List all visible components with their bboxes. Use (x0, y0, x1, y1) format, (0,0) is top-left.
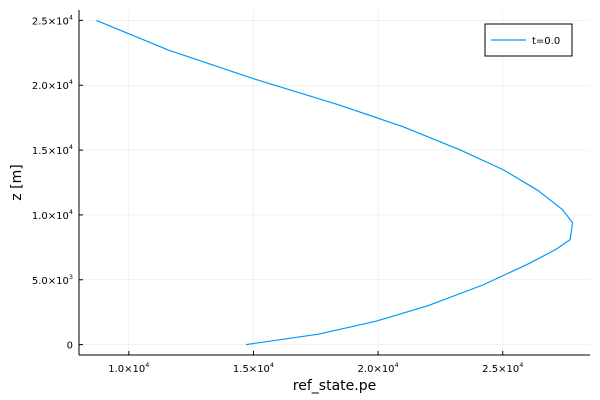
y-tick-label: 5.0×103 (32, 273, 73, 287)
y-tick-label: 1.5×104 (32, 143, 73, 157)
x-tick-label: 1.5×104 (233, 361, 274, 375)
legend: t=0.0 (484, 23, 573, 57)
y-tick-label: 0 (67, 341, 73, 352)
legend-entry: t=0.0 (532, 36, 560, 47)
x-axis-ticks: 1.0×104 1.5×104 2.0×104 2.5×104 (108, 351, 523, 375)
y-axis-label: z [m] (9, 164, 25, 200)
y-tick-label: 2.5×104 (32, 13, 73, 27)
x-tick-label: 2.0×104 (358, 361, 399, 375)
series-line (96, 19, 574, 346)
grid-lines (79, 10, 590, 355)
y-tick-label: 1.0×104 (32, 208, 73, 222)
data-series (96, 19, 574, 346)
x-tick-label: 1.0×104 (108, 361, 149, 375)
x-axis-label: ref_state.pe (293, 378, 376, 394)
x-tick-label: 2.5×104 (482, 361, 523, 375)
axes (78, 10, 590, 356)
y-tick-label: 2.0×104 (32, 78, 73, 92)
y-axis-ticks: 0 5.0×103 1.0×104 1.5×104 2.0×104 2.5×104 (32, 13, 83, 352)
